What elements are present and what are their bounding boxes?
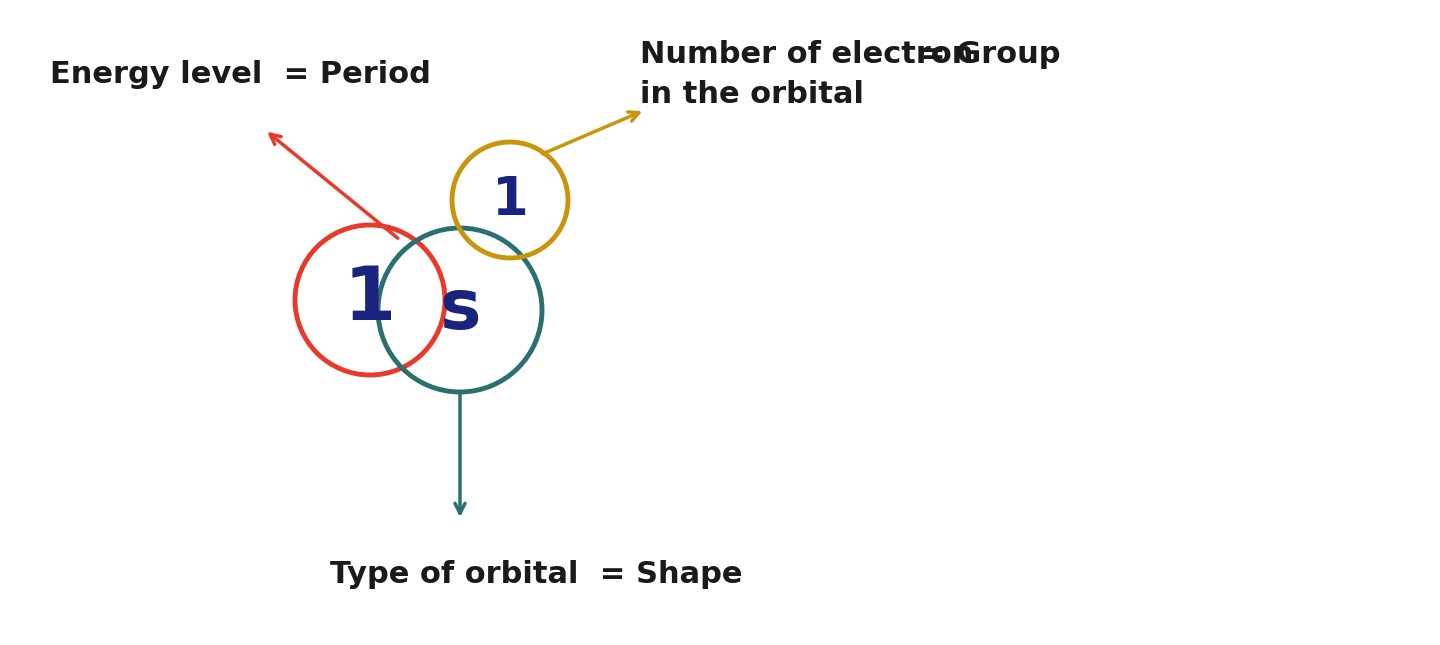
Text: in the orbital: in the orbital xyxy=(639,80,864,109)
Text: s: s xyxy=(439,277,481,344)
Text: Number of electron: Number of electron xyxy=(639,40,973,69)
Text: 1: 1 xyxy=(344,264,396,337)
Text: Type of orbital  = Shape: Type of orbital = Shape xyxy=(330,560,743,589)
Text: = Group: = Group xyxy=(920,40,1060,69)
Text: 1: 1 xyxy=(491,174,528,226)
Text: Energy level  = Period: Energy level = Period xyxy=(50,60,431,89)
